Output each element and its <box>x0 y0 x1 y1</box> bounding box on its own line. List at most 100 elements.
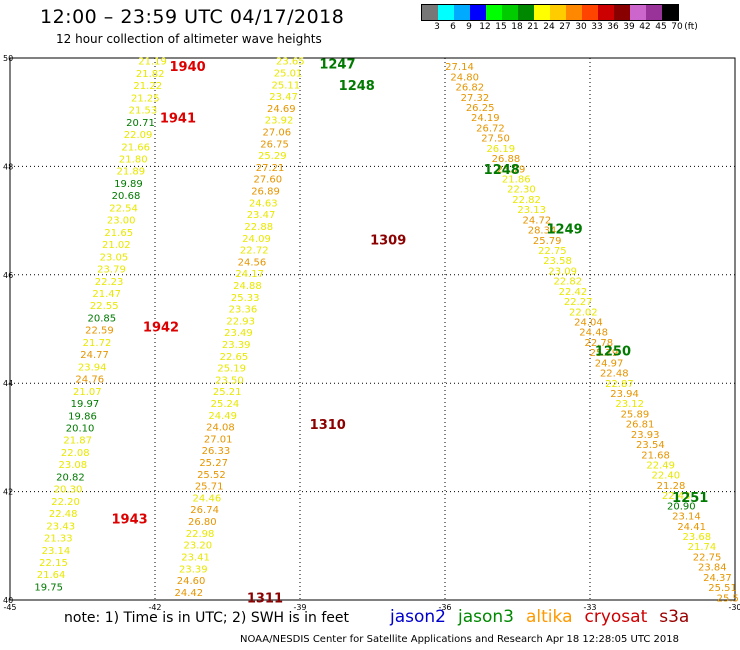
map-subtitle: 12 hour collection of altimeter wave hei… <box>56 32 322 46</box>
wave-height-value: 25.52 <box>197 470 226 481</box>
wave-height-value: 23.14 <box>42 546 71 557</box>
wave-height-value: 27.14 <box>445 62 474 73</box>
wave-height-value: 21.53 <box>129 106 158 117</box>
legend-label: 30 <box>575 22 587 32</box>
legend-label: 12 <box>479 22 491 32</box>
legend-label: 21 <box>527 22 539 32</box>
wave-height-value: 24.49 <box>208 411 237 422</box>
wave-height-value: 24.77 <box>80 350 109 361</box>
wave-height-value: 21.65 <box>104 228 133 239</box>
footnote: note: 1) Time is in UTC; 2) SWH is in fe… <box>64 610 350 626</box>
wave-height-value: 24.48 <box>579 328 608 339</box>
wave-height-value: 24.17 <box>235 269 264 280</box>
legend-label: 9 <box>466 22 472 32</box>
wave-height-value: 25.01 <box>274 69 303 80</box>
legend-swatch <box>550 5 566 20</box>
wave-height-value: 24.37 <box>703 573 732 584</box>
wave-height-value: 24.04 <box>574 317 603 328</box>
wave-height-value: 27.21 <box>256 163 285 174</box>
wave-height-value: 22.23 <box>95 277 124 288</box>
pass-time-label: 1942 <box>143 320 179 335</box>
wave-height-value: 22.20 <box>51 497 80 508</box>
wave-height-map: -45 -42 -39 -36 -33 -30 50 48 46 44 42 40 21.1921.82… <box>3 54 740 610</box>
wave-height-value: 19.75 <box>34 582 63 593</box>
wave-height-value: 19.86 <box>68 411 97 422</box>
wave-height-value: 22.02 <box>569 307 598 318</box>
wave-height-value: 23.08 <box>59 460 88 471</box>
wave-height-value: 24.97 <box>595 358 624 369</box>
wave-height-value: 25.19 <box>217 364 246 375</box>
pass-time-label: 1249 <box>547 223 583 238</box>
wave-height-value: 20.30 <box>54 485 83 496</box>
legend-swatch <box>438 5 454 20</box>
wave-height-value: 22.82 <box>554 277 583 288</box>
wave-height-value: 21.68 <box>641 450 670 461</box>
legend-label: 15 <box>495 22 507 32</box>
wave-height-value: 24.72 <box>523 215 552 226</box>
wave-height-value: 23.94 <box>78 362 107 373</box>
wave-height-value: 23.12 <box>615 399 644 410</box>
wave-height-value: 23.47 <box>247 210 276 221</box>
wave-height-value: 25.27 <box>199 458 228 469</box>
wave-height-value: 20.82 <box>56 472 85 483</box>
wave-height-value: 21.02 <box>102 240 131 251</box>
legend-label: 27 <box>559 22 571 32</box>
wave-height-value: 26.19 <box>486 144 515 155</box>
lon-tick-label: -39 <box>293 603 306 610</box>
pass-time-label: 1309 <box>370 234 406 249</box>
pass-time-label: 1248 <box>484 163 520 178</box>
wave-height-value: 22.15 <box>39 558 68 569</box>
pass-time-label: 1247 <box>319 57 355 72</box>
wave-height-value: 23.41 <box>181 552 210 563</box>
legend-label: 3 <box>434 22 440 32</box>
wave-height-value: 26.72 <box>476 123 505 134</box>
wave-height-value: 22.54 <box>109 203 138 214</box>
legend-swatch <box>534 5 550 20</box>
wave-height-value: 20.10 <box>66 424 95 435</box>
pass-time-label: 1248 <box>339 79 375 94</box>
wave-height-value: 21.33 <box>44 534 73 545</box>
map-frame <box>9 57 736 601</box>
legend-swatch <box>470 5 486 20</box>
legend-swatch <box>518 5 534 20</box>
legend-label: 39 <box>623 22 635 32</box>
wave-height-value: 21.86 <box>502 174 531 185</box>
credit-line: NOAA/NESDIS Center for Satellite Applica… <box>240 634 679 645</box>
wave-height-value: 24.09 <box>242 234 271 245</box>
legend-swatch <box>614 5 630 20</box>
wave-height-value: 23.39 <box>179 564 208 575</box>
wave-height-value: 26.74 <box>190 505 219 516</box>
wave-height-value: 26.80 <box>188 517 217 528</box>
wave-height-value: 23.92 <box>265 116 294 127</box>
wave-height-value: 24.56 <box>238 257 267 268</box>
wave-height-value: 23.84 <box>698 563 727 574</box>
wave-height-value: 22.87 <box>605 379 634 390</box>
wave-height-value: 26.81 <box>626 420 655 431</box>
wave-height-value: 26.82 <box>455 83 484 94</box>
wave-height-value: 22.72 <box>240 246 269 257</box>
wave-height-value: 25.24 <box>211 399 240 410</box>
lat-tick-label: 48 <box>3 162 13 171</box>
mission-name: jason2 <box>390 607 446 627</box>
wave-height-value: 22.75 <box>538 246 567 257</box>
legend-swatch <box>422 5 438 20</box>
mission-name: altika <box>526 607 573 627</box>
legend-label: 33 <box>591 22 603 32</box>
wave-height-value: 21.22 <box>133 81 162 92</box>
wave-height-value: 22.49 <box>646 461 675 472</box>
wave-height-value: 20.68 <box>112 191 141 202</box>
wave-height-value: 25.71 <box>195 482 224 493</box>
wave-height-value: 23.58 <box>543 256 572 267</box>
wave-height-value: 21.89 <box>117 167 146 178</box>
wave-height-value: 23.20 <box>184 541 213 552</box>
legend-label: 70 <box>671 22 683 32</box>
wave-height-value: 26.88 <box>492 154 521 165</box>
wave-height-value: 21.47 <box>92 289 121 300</box>
legend-label: 18 <box>511 22 523 32</box>
wave-height-value: 22.98 <box>186 529 215 540</box>
wave-height-value: 23.43 <box>46 521 75 532</box>
mission-name: s3a <box>659 607 690 627</box>
wave-height-value: 21.82 <box>136 69 165 80</box>
wave-height-value: 21.25 <box>131 93 160 104</box>
pass-time-label: 1943 <box>112 513 148 528</box>
